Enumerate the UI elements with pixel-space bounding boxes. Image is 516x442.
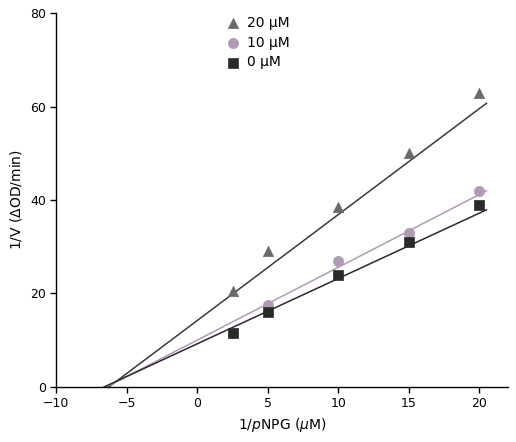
10 μM xyxy=(475,187,483,194)
10 μM xyxy=(229,329,237,336)
Legend: 20 μM, 10 μM, 0 μM: 20 μM, 10 μM, 0 μM xyxy=(223,13,293,72)
0 μM xyxy=(229,329,237,336)
20 μM xyxy=(264,248,272,255)
X-axis label: 1/$p$NPG ($\mu$M): 1/$p$NPG ($\mu$M) xyxy=(238,415,326,434)
20 μM xyxy=(229,287,237,294)
10 μM xyxy=(405,229,413,236)
10 μM xyxy=(334,257,343,264)
0 μM xyxy=(334,271,343,278)
20 μM xyxy=(405,150,413,157)
20 μM xyxy=(334,203,343,210)
0 μM xyxy=(405,239,413,246)
Y-axis label: 1/V ($\Delta$OD/min): 1/V ($\Delta$OD/min) xyxy=(8,149,24,251)
0 μM xyxy=(264,309,272,316)
10 μM xyxy=(264,301,272,309)
20 μM xyxy=(475,89,483,96)
0 μM xyxy=(475,201,483,208)
